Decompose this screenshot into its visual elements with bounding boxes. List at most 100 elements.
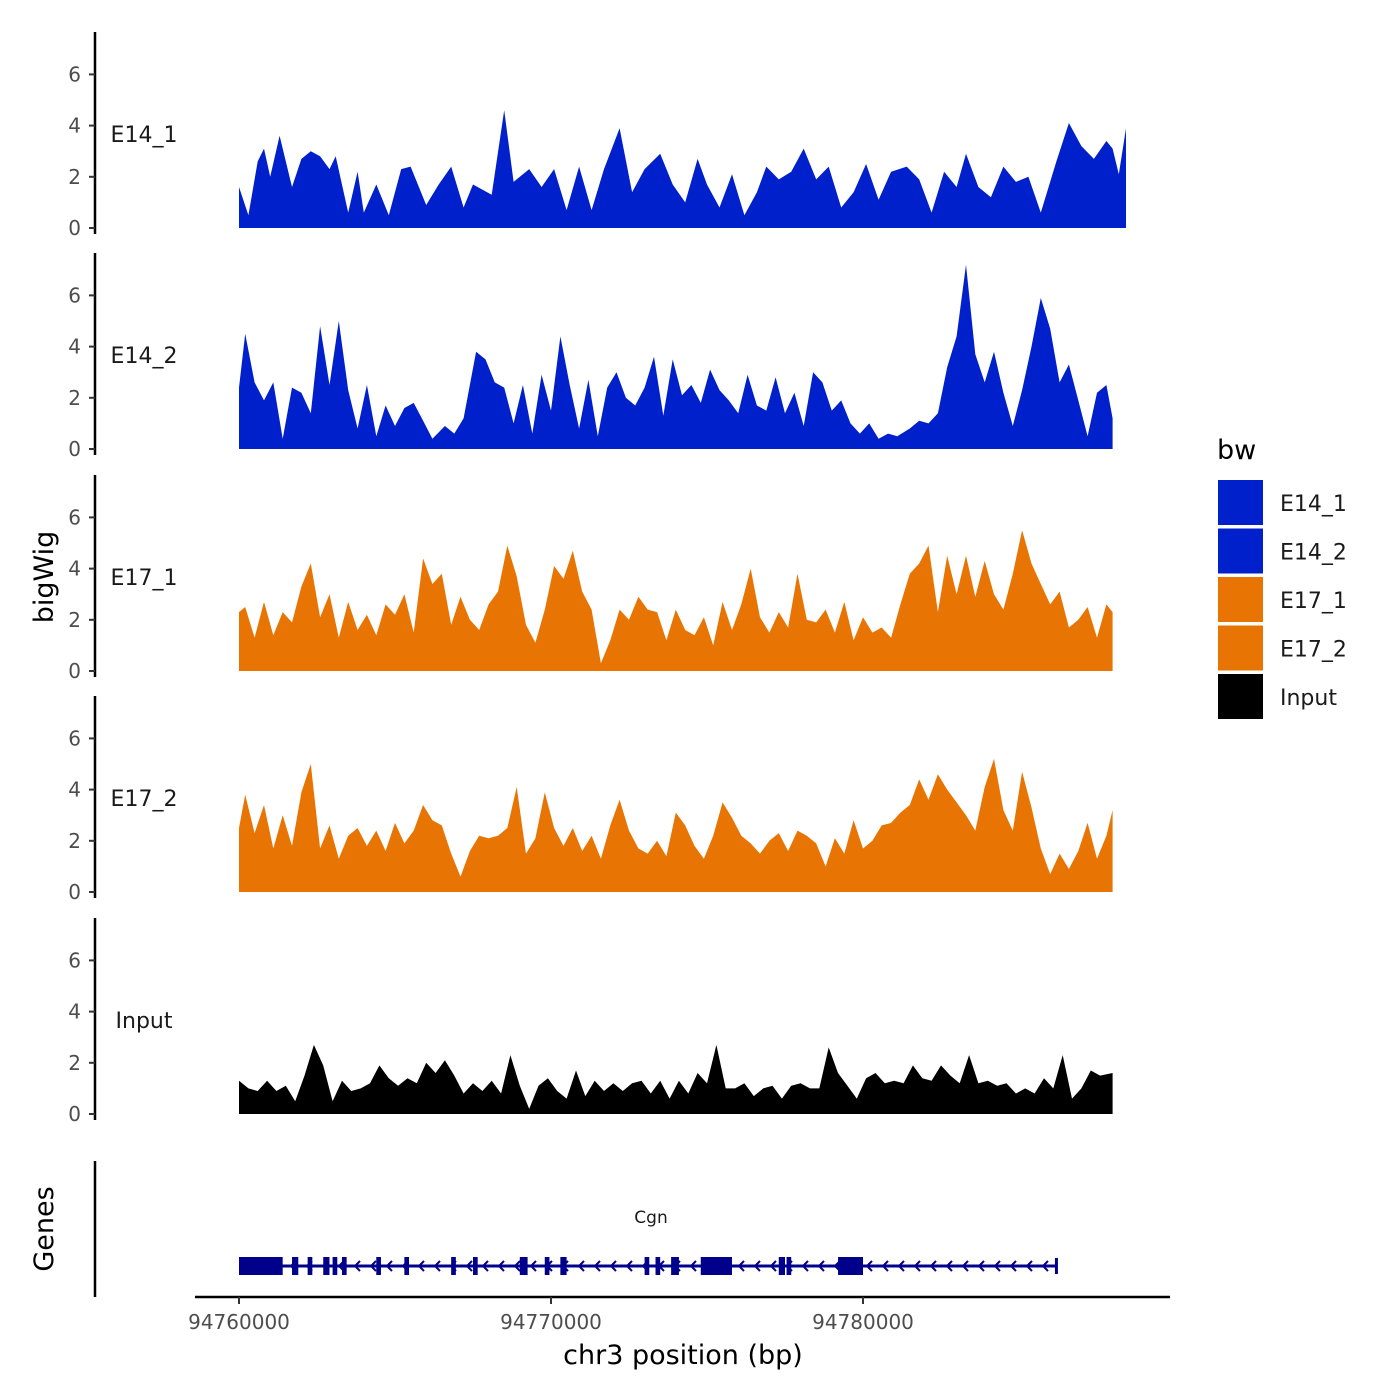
y-tick-label: 0 bbox=[68, 1102, 81, 1126]
x-axis-title: chr3 position (bp) bbox=[563, 1340, 803, 1371]
y-tick-label: 0 bbox=[68, 880, 81, 904]
strand-arrow bbox=[481, 1260, 489, 1272]
strand-arrow bbox=[369, 1260, 377, 1272]
gene-exon bbox=[473, 1257, 478, 1275]
strand-arrow bbox=[529, 1260, 537, 1272]
gene-exon bbox=[307, 1257, 313, 1275]
strand-arrow bbox=[385, 1260, 393, 1272]
gene-exon bbox=[700, 1257, 732, 1275]
gene-exon bbox=[404, 1257, 410, 1275]
legend-key bbox=[1218, 625, 1263, 671]
x-tick-label: 94770000 bbox=[500, 1310, 602, 1334]
signal-area bbox=[239, 758, 1113, 892]
gene-exon bbox=[655, 1257, 661, 1275]
legend-label: E14_1 bbox=[1280, 492, 1347, 517]
y-tick-label: 2 bbox=[68, 608, 81, 632]
legend-label: E17_2 bbox=[1280, 638, 1347, 663]
strand-arrow bbox=[881, 1260, 889, 1272]
gene-exon bbox=[451, 1257, 456, 1275]
gene-exon bbox=[838, 1257, 863, 1275]
strand-arrow bbox=[353, 1260, 361, 1272]
strand-arrow bbox=[689, 1260, 697, 1272]
legend: bw E14_1 E14_2 E17_1 E17_2 Input bbox=[1217, 435, 1347, 719]
strand-arrow bbox=[609, 1260, 617, 1272]
y-tick-label: 2 bbox=[68, 386, 81, 410]
gene-exon bbox=[544, 1257, 550, 1275]
y-tick-label: 6 bbox=[68, 948, 81, 972]
y-tick-label: 2 bbox=[68, 1051, 81, 1075]
strand-arrow bbox=[913, 1260, 921, 1272]
track-e14-1: 0 2 4 6 E14_1 bbox=[68, 32, 1126, 240]
gene-exon bbox=[323, 1257, 330, 1275]
legend-label: E14_2 bbox=[1280, 541, 1347, 566]
strand-arrow bbox=[801, 1260, 809, 1272]
y-tick-label: 4 bbox=[68, 557, 81, 581]
y-tick-label: 4 bbox=[68, 1000, 81, 1024]
track-label: E17_1 bbox=[111, 566, 178, 591]
gene-exon bbox=[778, 1257, 785, 1275]
strand-arrow bbox=[817, 1260, 825, 1272]
signal-area bbox=[239, 1044, 1113, 1114]
y-tick-label: 6 bbox=[68, 62, 81, 86]
gene-exon bbox=[239, 1257, 283, 1275]
gene-exon bbox=[671, 1257, 679, 1275]
legend-key bbox=[1218, 674, 1263, 719]
y-tick-label: 2 bbox=[68, 829, 81, 853]
gene-exon bbox=[332, 1257, 338, 1275]
y-tick-label: 6 bbox=[68, 726, 81, 750]
gene-exon bbox=[292, 1257, 299, 1275]
strand-arrow bbox=[993, 1260, 1001, 1272]
genes-axis-title: Genes bbox=[29, 1186, 60, 1271]
x-tick-label: 94760000 bbox=[188, 1310, 290, 1334]
signal-area bbox=[239, 264, 1113, 449]
strand-arrow bbox=[897, 1260, 905, 1272]
strand-arrow bbox=[1009, 1260, 1017, 1272]
gene-exon bbox=[341, 1257, 347, 1275]
signal-area bbox=[239, 530, 1113, 671]
strand-arrow bbox=[577, 1260, 585, 1272]
strand-arrow bbox=[929, 1260, 937, 1272]
y-tick-label: 4 bbox=[68, 335, 81, 359]
strand-arrow bbox=[737, 1260, 745, 1272]
y-axis-title: bigWig bbox=[29, 531, 60, 624]
track-input: 0 2 4 6 Input bbox=[68, 918, 1113, 1126]
track-label: Input bbox=[116, 1009, 173, 1034]
strand-arrow bbox=[417, 1260, 425, 1272]
strand-arrow bbox=[465, 1260, 473, 1272]
legend-label: Input bbox=[1280, 686, 1337, 711]
track-e17-1: 0 2 4 6 E17_1 bbox=[68, 475, 1113, 683]
legend-title: bw bbox=[1217, 435, 1256, 466]
y-tick-label: 0 bbox=[68, 216, 81, 240]
y-tick-label: 6 bbox=[68, 505, 81, 529]
gene-exon bbox=[376, 1257, 381, 1275]
strand-arrow bbox=[945, 1260, 953, 1272]
gene-exon bbox=[519, 1257, 528, 1275]
strand-arrow bbox=[769, 1260, 777, 1272]
track-label: E17_2 bbox=[111, 787, 178, 812]
gene-name-label: Cgn bbox=[634, 1208, 667, 1228]
x-axis: 94760000 94770000 94780000 bbox=[188, 1295, 1170, 1334]
legend-key bbox=[1218, 577, 1263, 622]
strand-arrow bbox=[1025, 1260, 1033, 1272]
y-tick-label: 0 bbox=[68, 437, 81, 461]
y-tick-label: 4 bbox=[68, 114, 81, 138]
gene-exon bbox=[644, 1257, 650, 1275]
strand-arrow bbox=[753, 1260, 761, 1272]
strand-arrow bbox=[961, 1260, 969, 1272]
y-tick-label: 4 bbox=[68, 778, 81, 802]
strand-arrow bbox=[593, 1260, 601, 1272]
track-e17-2: 0 2 4 6 E17_2 bbox=[68, 696, 1113, 904]
strand-arrow bbox=[513, 1260, 521, 1272]
strand-arrow bbox=[977, 1260, 985, 1272]
signal-area bbox=[239, 82, 1126, 228]
x-tick-label: 94780000 bbox=[812, 1310, 914, 1334]
track-label: E14_2 bbox=[111, 344, 178, 369]
y-tick-label: 6 bbox=[68, 283, 81, 307]
strand-arrow bbox=[1041, 1260, 1049, 1272]
legend-key bbox=[1218, 528, 1263, 574]
gene-exon bbox=[560, 1257, 567, 1275]
gene-track-panel: Cgn bbox=[93, 1161, 1058, 1297]
y-tick-label: 2 bbox=[68, 165, 81, 189]
signal-tracks: 0 2 4 6 E14_1 0 2 4 6 E14_2 0 2 4 6 E17_1 0 2 4 6 E17_2 0 2 4 6… bbox=[68, 32, 1126, 1126]
